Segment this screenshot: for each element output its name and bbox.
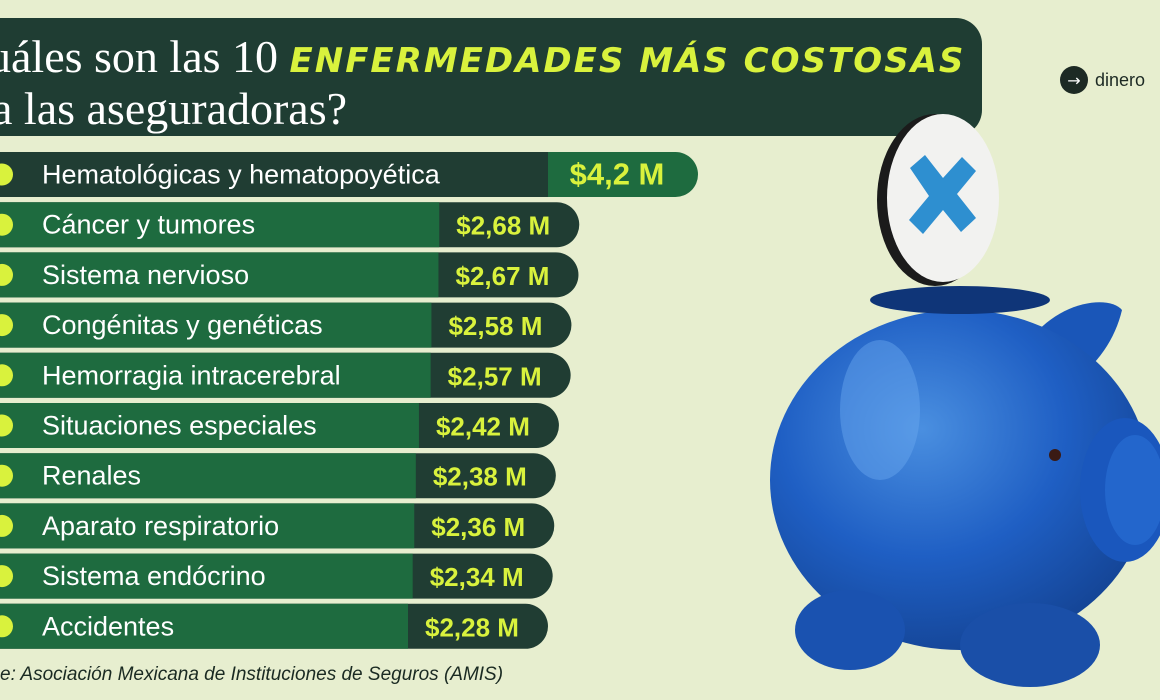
coin-medical-cross: [877, 114, 999, 286]
bar: [0, 152, 548, 197]
car-crash-icon: [0, 615, 13, 638]
category-label: Congénitas y genéticas: [42, 310, 323, 340]
cancer-ribbon-icon: [0, 213, 13, 236]
brand-logo[interactable]: → dinero: [1060, 66, 1145, 94]
dna-icon: [0, 314, 13, 337]
arrow-right-icon: →: [1060, 66, 1088, 94]
page-title-line-1: uáles son las 10 ENFERMEDADES MÁS COSTOS…: [0, 30, 965, 83]
bar: [0, 403, 419, 448]
category-label: Sistema nervioso: [42, 260, 249, 290]
bar-chart: Hematológicas y hematopoyética $4,2 M Cánc…: [0, 152, 698, 649]
head-icon: [0, 364, 13, 387]
value-label: $2,57 M: [448, 361, 542, 391]
page-title-line-2: a las aseguradoras?: [0, 83, 348, 134]
brain-icon: [0, 263, 13, 286]
value-label: $2,36 M: [431, 512, 525, 542]
bar: [0, 352, 431, 398]
value-label: $2,38 M: [433, 462, 527, 492]
value-label: $2,68 M: [456, 211, 550, 241]
bar: [0, 252, 439, 298]
value-label: $4,2 M: [570, 157, 665, 192]
bar: [0, 553, 413, 599]
category-label: Renales: [42, 461, 141, 491]
piggy-bank-illustration: [770, 114, 1160, 687]
kidney-icon: [0, 464, 13, 487]
category-label: Accidentes: [42, 611, 174, 641]
value-label: $2,67 M: [455, 261, 549, 291]
value-label: $2,58 M: [448, 311, 542, 341]
category-label: Aparato respiratorio: [42, 511, 279, 541]
value-label: $2,28 M: [425, 612, 519, 642]
shield-icon: [0, 414, 13, 437]
bar: [0, 202, 440, 248]
lungs-icon: [0, 514, 13, 537]
bar: [0, 453, 416, 499]
title-text: uáles son las 10: [0, 31, 279, 82]
category-label: Hemorragia intracerebral: [42, 360, 341, 390]
category-label: Hematológicas y hematopoyética: [42, 160, 441, 190]
value-label: $2,34 M: [430, 562, 524, 592]
category-label: Sistema endócrino: [42, 561, 266, 591]
brand-name: dinero: [1095, 69, 1146, 90]
thyroid-icon: [0, 565, 13, 588]
blood-bag-icon: [0, 163, 13, 186]
bar: [0, 302, 432, 348]
title-box: [0, 18, 982, 136]
bar: [0, 503, 415, 549]
category-label: Cáncer y tumores: [42, 210, 255, 240]
bar: [0, 603, 408, 649]
source-note: e: Asociación Mexicana de Instituciones …: [0, 664, 504, 685]
value-label: $2,42 M: [436, 412, 530, 442]
category-label: Situaciones especiales: [42, 411, 317, 441]
title-accent: ENFERMEDADES MÁS COSTOSAS: [289, 41, 966, 81]
